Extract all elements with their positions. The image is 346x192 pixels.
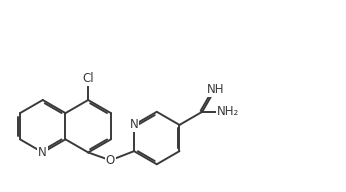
Text: O: O [106,154,115,167]
Text: NH₂: NH₂ [217,105,239,118]
Text: N: N [38,146,47,159]
Text: NH: NH [207,83,224,96]
Text: Cl: Cl [82,72,94,85]
Text: N: N [130,118,138,131]
